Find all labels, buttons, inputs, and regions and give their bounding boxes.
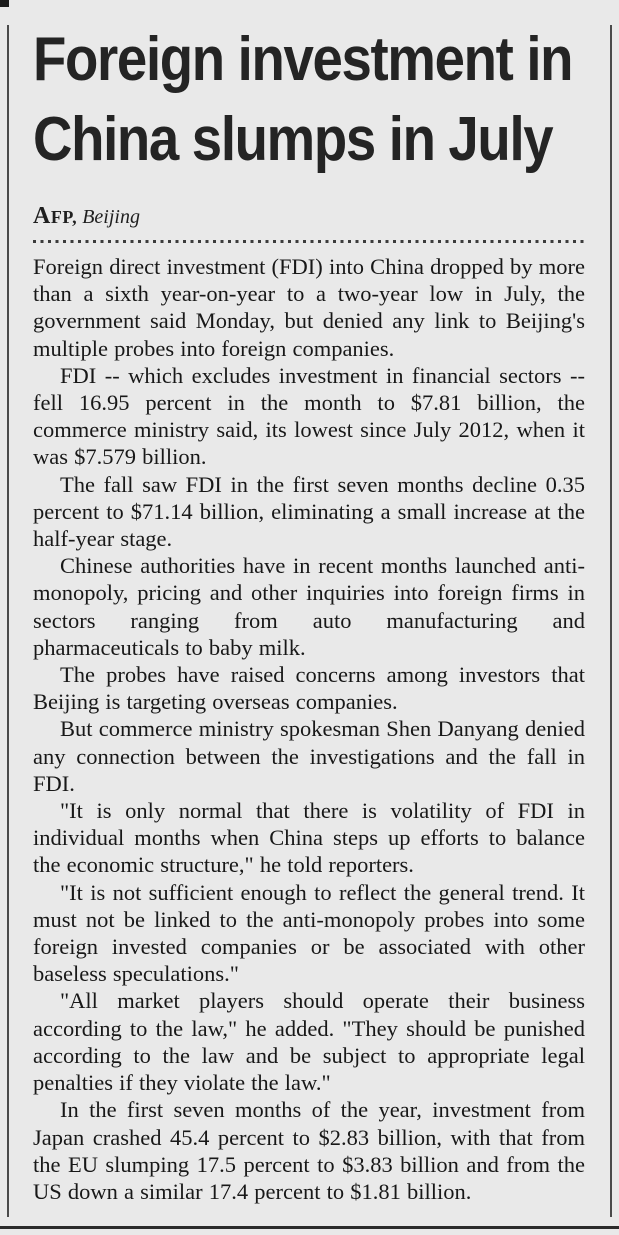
- left-column-rule: [7, 25, 9, 1217]
- dotted-separator: [33, 240, 585, 244]
- article-paragraph-6: But commerce ministry spokesman Shen Dan…: [33, 716, 585, 796]
- headline-line-1: Foreign investment in: [33, 25, 573, 94]
- byline: AFP, Beijing: [33, 204, 585, 229]
- byline-agency: AFP,: [33, 203, 78, 229]
- article-paragraph-1: Foreign direct investment (FDI) into Chi…: [33, 254, 585, 361]
- article-paragraph-8: "It is not sufficient enough to reflect …: [33, 879, 585, 987]
- article-body: Foreign direct investment (FDI) into Chi…: [33, 253, 585, 1205]
- article-paragraph-4: Chinese authorities have in recent month…: [33, 553, 585, 660]
- scan-corner-artifact: [0, 0, 9, 7]
- article-headline: Foreign investment in China slumps in Ju…: [33, 20, 573, 180]
- news-article: Foreign investment in China slumps in Ju…: [33, 20, 585, 1205]
- bottom-rule: [0, 1226, 619, 1229]
- right-column-rule: [610, 25, 612, 1217]
- article-paragraph-5: The probes have raised concerns among in…: [33, 662, 585, 715]
- article-paragraph-10: In the first seven months of the year, i…: [33, 1097, 585, 1204]
- headline-line-2: China slumps in July: [33, 105, 554, 174]
- article-paragraph-7: "It is only normal that there is volatil…: [33, 798, 585, 878]
- article-paragraph-2: FDI -- which excludes investment in fina…: [33, 362, 585, 470]
- article-paragraph-3: The fall saw FDI in the first seven mont…: [33, 471, 585, 552]
- article-paragraph-9: "All market players should operate their…: [33, 988, 585, 1096]
- byline-location: Beijing: [82, 206, 140, 228]
